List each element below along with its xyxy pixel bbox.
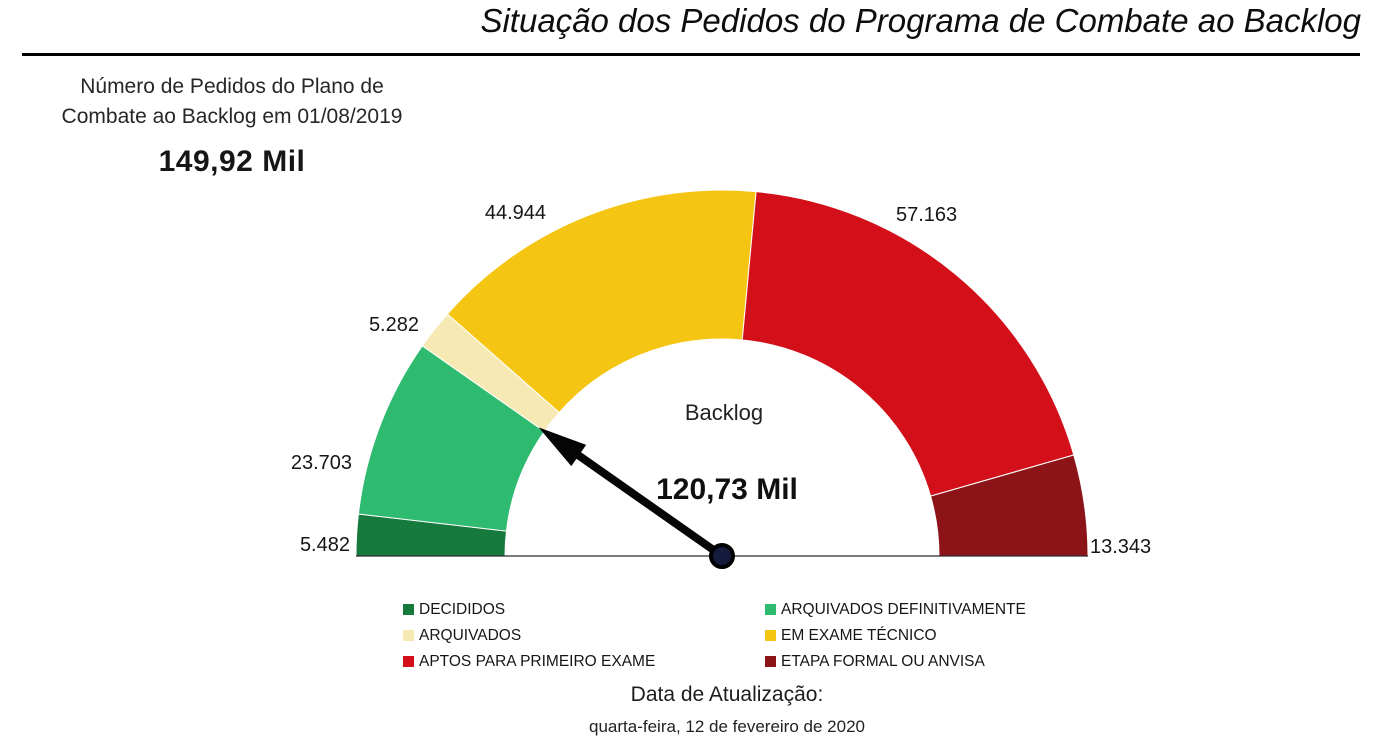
gauge-center-label: Backlog xyxy=(685,400,763,425)
summary-title-line1: Número de Pedidos do Plano de xyxy=(80,75,384,98)
gauge-needle-pivot xyxy=(709,543,735,569)
legend-item-2[interactable]: ARQUIVADOS DEFINITIVAMENTE xyxy=(765,601,1026,619)
gauge-value-labels: 5.482 23.703 5.282 44.944 57.163 13.343 xyxy=(291,202,1151,558)
gauge-needle-shaft xyxy=(572,449,725,560)
legend-color-swatch xyxy=(765,604,776,616)
gauge-needle-head xyxy=(538,427,587,467)
legend-item-1[interactable]: DECIDIDOS xyxy=(403,601,765,619)
update-date-label: Data de Atualização: xyxy=(630,683,824,706)
update-date-value: quarta-feira, 12 de fevereiro de 2020 xyxy=(589,717,865,736)
legend-color-swatch xyxy=(765,656,776,668)
page-title: Situação dos Pedidos do Programa de Comb… xyxy=(480,2,1361,39)
gauge-segment-value: 5.282 xyxy=(369,314,419,336)
gauge-segment-value: 57.163 xyxy=(896,204,957,226)
legend-item-label: EM EXAME TÉCNICO xyxy=(781,626,937,644)
gauge-segment-value: 5.482 xyxy=(300,534,350,556)
legend-color-swatch xyxy=(765,630,776,642)
summary-title-line2: Combate ao Backlog em 01/08/2019 xyxy=(61,104,403,128)
summary-card: Número de Pedidos do Plano de Combate ao… xyxy=(18,72,446,183)
legend-item-4[interactable]: EM EXAME TÉCNICO xyxy=(765,627,1026,645)
summary-value: 149,92 Mil xyxy=(158,144,306,178)
title-underline xyxy=(22,53,1360,56)
gauge-needle xyxy=(538,427,725,560)
legend-item-label: ARQUIVADOS xyxy=(419,626,522,644)
legend-color-swatch xyxy=(403,630,414,642)
gauge-segment-value: 44.944 xyxy=(485,202,546,224)
legend-item-3[interactable]: ARQUIVADOS xyxy=(403,627,765,645)
legend-color-swatch xyxy=(403,656,414,668)
legend-item-6[interactable]: ETAPA FORMAL OU ANVISA xyxy=(765,653,1026,671)
gauge-segment-5[interactable] xyxy=(741,191,1075,497)
legend: DECIDIDOS ARQUIVADOS DEFINITIVAMENTE ARQUI… xyxy=(403,601,1026,670)
gauge-segment-value: 23.703 xyxy=(291,452,352,474)
gauge-segment-value: 13.343 xyxy=(1090,536,1151,558)
legend-item-label: APTOS PARA PRIMEIRO EXAME xyxy=(419,652,656,670)
legend-color-swatch xyxy=(403,604,414,616)
legend-item-label: ARQUIVADOS DEFINITIVAMENTE xyxy=(781,601,1026,618)
legend-item-label: DECIDIDOS xyxy=(419,601,506,618)
legend-item-label: ETAPA FORMAL OU ANVISA xyxy=(781,652,985,670)
legend-item-5[interactable]: APTOS PARA PRIMEIRO EXAME xyxy=(403,653,765,671)
gauge-center-value: 120,73 Mil xyxy=(656,473,798,506)
gauge-segment-4[interactable] xyxy=(446,189,757,414)
